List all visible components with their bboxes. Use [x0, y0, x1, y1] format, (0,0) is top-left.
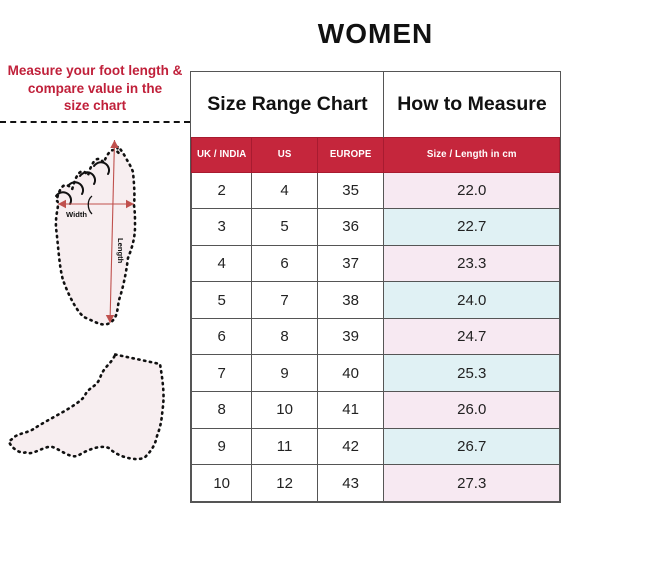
svg-text:Length: Length — [116, 238, 125, 264]
svg-text:Width: Width — [66, 210, 87, 219]
